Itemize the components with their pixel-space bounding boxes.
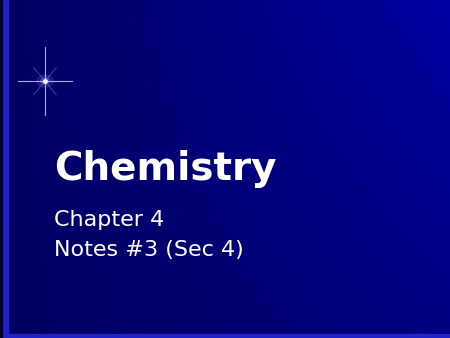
Circle shape <box>40 78 50 84</box>
Bar <box>0 0 8 338</box>
Bar <box>0 334 450 338</box>
Point <box>41 78 49 84</box>
Text: Notes #3 (Sec 4): Notes #3 (Sec 4) <box>54 240 244 260</box>
Bar <box>0 0 2 338</box>
Text: Chapter 4: Chapter 4 <box>54 210 164 230</box>
Circle shape <box>43 79 47 83</box>
Text: Chemistry: Chemistry <box>54 150 276 188</box>
Circle shape <box>37 75 53 87</box>
